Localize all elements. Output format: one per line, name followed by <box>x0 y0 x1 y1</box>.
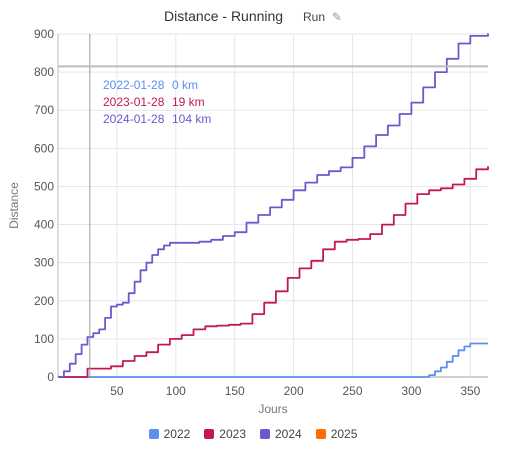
series-line-2023 <box>58 166 489 378</box>
chart-legend: 2022 2023 2024 2025 <box>0 427 506 441</box>
pencil-icon[interactable]: ✎ <box>331 10 342 24</box>
x-tick-label: 50 <box>110 384 124 398</box>
x-tick-label: 200 <box>284 384 304 398</box>
hover-crosshair <box>58 34 488 377</box>
y-tick-label: 0 <box>47 370 54 384</box>
legend-swatch <box>204 429 215 439</box>
legend-item-2025[interactable]: 2025 <box>315 427 358 441</box>
y-tick-label: 900 <box>34 27 54 41</box>
y-tick-label: 100 <box>34 332 54 346</box>
y-tick-label: 800 <box>34 65 54 79</box>
x-tick-label: 100 <box>166 384 186 398</box>
grid-lines <box>58 33 488 378</box>
legend-label: 2022 <box>163 427 191 441</box>
legend-swatch <box>260 429 270 439</box>
y-tick-label: 200 <box>34 294 54 308</box>
y-tick-label: 400 <box>34 218 54 232</box>
legend-item-2022[interactable]: 2022 <box>148 427 191 441</box>
distance-line-chart: 0 100 200 300 400 500 600 700 800 900 50 100 150 200 2… <box>7 27 489 416</box>
hover-tooltip: 2022-01-28 0 km 2023-01-28 19 km 2024-01-28 1… <box>103 78 211 126</box>
x-tick-label: 350 <box>460 384 480 398</box>
y-tick-label: 500 <box>34 179 54 193</box>
tooltip-date: 2022-01-28 <box>103 78 165 92</box>
x-tick-label: 250 <box>343 384 363 398</box>
y-tick-label: 600 <box>34 141 54 155</box>
series-lines <box>58 33 489 378</box>
tooltip-date: 2024-01-28 <box>103 112 165 126</box>
sport-selector[interactable]: Run <box>302 10 325 24</box>
series-line-2022 <box>58 342 488 378</box>
axes: 0 100 200 300 400 500 600 700 800 900 50 100 150 200 2… <box>7 27 481 416</box>
series-line-2024 <box>58 33 489 378</box>
x-axis-label: Jours <box>258 402 287 416</box>
tooltip-date: 2023-01-28 <box>103 95 165 109</box>
x-tick-label: 300 <box>401 384 421 398</box>
tooltip-value: 104 km <box>172 112 211 126</box>
y-axis-label: Distance <box>7 182 21 229</box>
y-tick-label: 700 <box>34 103 54 117</box>
chart-title: Distance - Running <box>164 8 284 24</box>
x-tick-label: 150 <box>225 384 245 398</box>
tooltip-value: 19 km <box>172 95 205 109</box>
chart-title-bar: Distance - Running Run ✎ <box>0 8 506 24</box>
legend-item-2023[interactable]: 2023 <box>204 427 246 441</box>
legend-label: 2023 <box>219 427 246 441</box>
legend-swatch <box>315 429 326 439</box>
y-tick-label: 300 <box>34 256 54 270</box>
legend-label: 2024 <box>275 427 302 441</box>
tooltip-value: 0 km <box>172 78 198 92</box>
legend-item-2024[interactable]: 2024 <box>260 427 302 441</box>
legend-swatch <box>148 429 159 439</box>
legend-label: 2025 <box>330 427 358 441</box>
